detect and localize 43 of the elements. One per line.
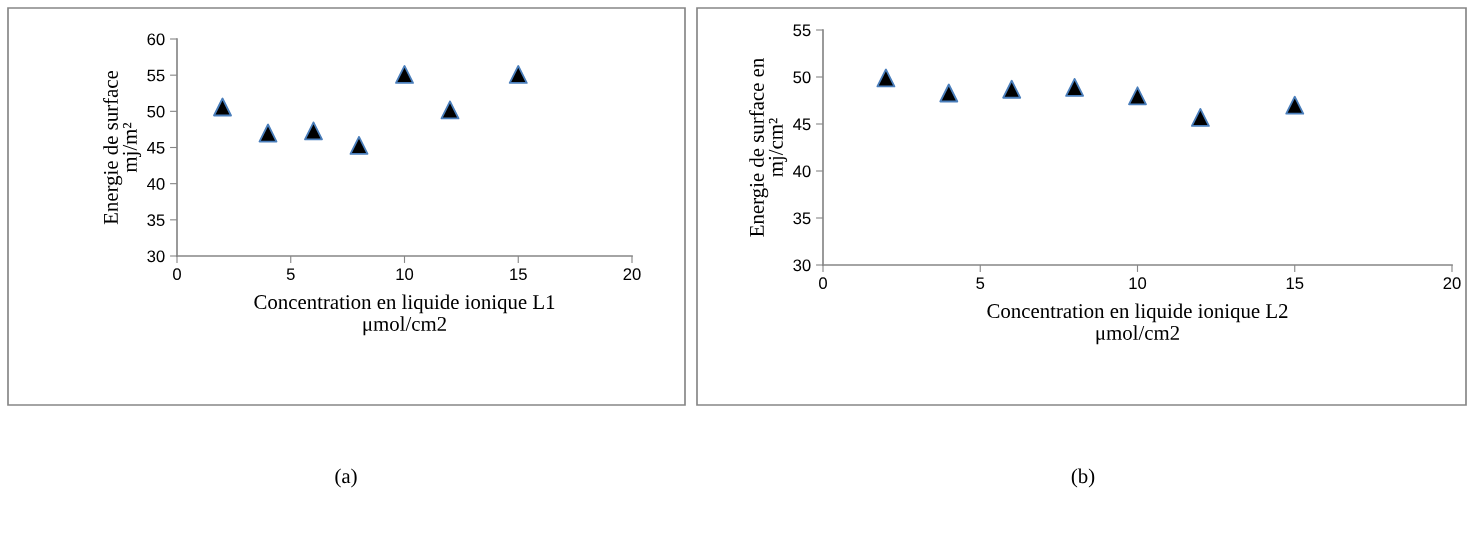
y-tick-label: 50 — [793, 71, 811, 84]
x-tick-label: 5 — [286, 268, 295, 281]
y-tick-label: 40 — [147, 178, 165, 190]
x-tick-label: 20 — [623, 268, 641, 281]
y-tick-label: 35 — [147, 214, 165, 227]
x-tick-label: 5 — [976, 277, 985, 290]
x-tick-label: 0 — [173, 268, 181, 281]
point — [213, 97, 232, 117]
point — [1190, 108, 1210, 127]
x-tick-label: 10 — [396, 268, 414, 281]
y-tick-label: 40 — [793, 165, 811, 178]
point — [876, 68, 896, 88]
y-tick-label: 30 — [793, 259, 811, 272]
point — [440, 100, 460, 120]
x-tick-label: 10 — [1129, 277, 1147, 290]
point — [1065, 77, 1085, 97]
point — [1128, 86, 1147, 106]
x-axis-title: Concentration en liquide ionique L2 μmol/cm2 — [987, 303, 1288, 345]
text: (b) — [1071, 468, 1095, 488]
x-tick-label: 15 — [510, 268, 527, 281]
point — [258, 123, 278, 143]
point — [1285, 95, 1305, 115]
point — [508, 65, 528, 84]
y-tick-label: 55 — [793, 24, 811, 37]
y-tick-label: 45 — [793, 118, 811, 131]
x-tick-label: 20 — [1443, 277, 1461, 290]
point — [304, 121, 323, 141]
y-axis-title: Energie de surface mj/m² — [103, 70, 142, 225]
point — [939, 83, 959, 103]
y-tick-label: 50 — [147, 105, 165, 118]
x-tick-label: 15 — [1286, 277, 1304, 290]
y-tick-label: 60 — [147, 33, 165, 46]
y-axis-title: Energie de surface en mj/cm² — [749, 58, 788, 237]
text: (a) — [335, 468, 357, 488]
y-tick-label: 55 — [147, 69, 165, 82]
point — [395, 65, 414, 84]
x-tick-label: 0 — [819, 277, 827, 290]
y-tick-label: 45 — [147, 142, 165, 154]
y-tick-label: 35 — [793, 212, 811, 225]
x-axis-title: Concentration en liquide ionique L1 μmol/cm2 — [254, 294, 555, 336]
point — [349, 135, 369, 155]
y-tick-label: 30 — [147, 250, 165, 263]
point — [1002, 79, 1022, 99]
